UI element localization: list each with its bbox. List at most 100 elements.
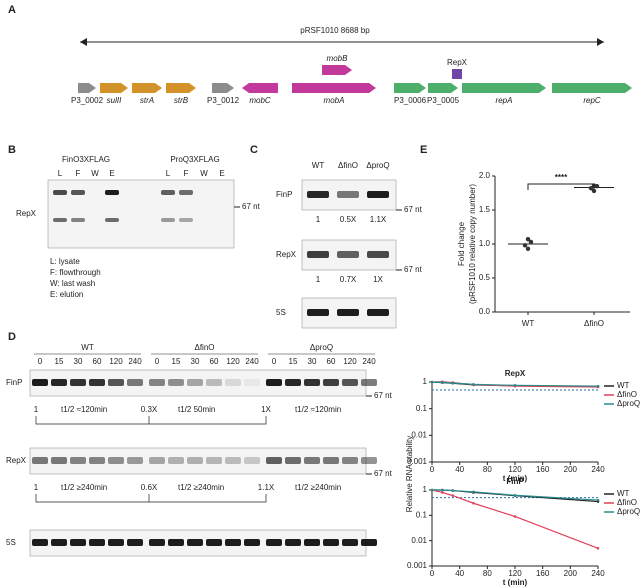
y-tick-label: 0.01 <box>411 430 427 439</box>
time-label: 60 <box>93 357 102 366</box>
gene <box>242 83 278 93</box>
ratio-label: 0.7X <box>340 275 357 284</box>
ratio-label: 1X <box>261 405 271 414</box>
lane-label: L <box>166 169 171 178</box>
data-point <box>513 515 517 518</box>
band <box>105 218 119 222</box>
x-tick-label: 160 <box>536 569 550 578</box>
data-point <box>472 382 475 386</box>
half-life-label: t1/2 ≥240min <box>61 483 107 492</box>
band <box>323 379 339 386</box>
data-point <box>430 488 434 492</box>
band <box>51 457 67 464</box>
probe-label: RepX <box>16 209 37 218</box>
legend-label: ΔfinO <box>617 390 637 399</box>
gene-label: P3_0002 <box>71 96 104 105</box>
legend-label: WT <box>617 489 630 498</box>
ratio-label: 0.5X <box>340 215 357 224</box>
band <box>244 379 260 386</box>
gene-label: mobB <box>327 54 349 63</box>
x-tick-label: 120 <box>508 465 522 474</box>
marker-label: 67 nt <box>404 265 423 274</box>
legend-text: W: last wash <box>50 279 95 288</box>
ratio-label: 1.1X <box>370 215 387 224</box>
time-label: 15 <box>289 357 298 366</box>
time-label: 120 <box>226 357 240 366</box>
band <box>149 539 165 546</box>
series-line <box>431 381 599 387</box>
band <box>342 457 358 464</box>
gene-label: mobC <box>249 96 271 105</box>
legend-label: ΔfinO <box>617 498 637 507</box>
data-point <box>596 498 600 502</box>
band <box>70 379 86 386</box>
data-point <box>441 491 444 494</box>
band <box>225 457 241 464</box>
band <box>70 457 86 464</box>
data-point <box>525 237 531 242</box>
band <box>206 457 222 464</box>
data-point <box>588 186 594 191</box>
ratio-label: 0.6X <box>141 483 158 492</box>
lane-label: E <box>109 169 114 178</box>
band <box>337 191 359 198</box>
gene-label: repC <box>583 96 601 105</box>
band <box>89 457 105 464</box>
panel-label: C <box>250 144 258 156</box>
band <box>367 309 389 316</box>
band <box>266 539 282 546</box>
y-tick-label: 1 <box>423 485 428 494</box>
band <box>187 539 203 546</box>
data-point <box>441 488 444 492</box>
y-tick-label: 1.0 <box>479 239 491 248</box>
band <box>361 379 377 386</box>
band <box>108 457 124 464</box>
probe-label: RepX <box>276 250 297 259</box>
half-life-label: t1/2 50min <box>178 405 215 414</box>
time-label: 240 <box>245 357 259 366</box>
time-label: 0 <box>38 357 43 366</box>
strain-label: WT <box>312 161 325 170</box>
legend-text: E: elution <box>50 290 83 299</box>
band <box>71 218 85 222</box>
plasmid-label: pRSF1010 8688 bp <box>300 26 370 35</box>
y-tick-label: 2.0 <box>479 171 491 180</box>
x-tick-label: 240 <box>591 569 605 578</box>
half-life-label: t1/2 ≈120min <box>295 405 341 414</box>
x-tick-label: WT <box>522 319 535 328</box>
lane-label: F <box>184 169 189 178</box>
gene <box>462 83 546 93</box>
ratio-label: 1 <box>34 483 39 492</box>
band <box>307 191 329 198</box>
group-label: ΔfinO <box>194 343 214 352</box>
time-label: 240 <box>362 357 376 366</box>
legend-text: L: lysate <box>50 257 80 266</box>
band <box>32 379 48 386</box>
band <box>32 539 48 546</box>
gene-label: sulII <box>107 96 122 105</box>
y-tick-label: 0.001 <box>407 561 428 570</box>
series-line <box>431 489 599 549</box>
time-label: 60 <box>210 357 219 366</box>
time-label: 15 <box>55 357 64 366</box>
marker-label: 67 nt <box>242 202 261 211</box>
data-point <box>472 490 475 494</box>
chart-title: RepX <box>505 369 526 378</box>
gene <box>394 83 426 93</box>
group-label: WT <box>81 343 94 352</box>
x-axis-label: t (min) <box>503 474 528 483</box>
band <box>367 191 389 198</box>
gene <box>132 83 162 93</box>
band <box>206 539 222 546</box>
band <box>323 539 339 546</box>
data-point <box>528 239 534 245</box>
band <box>323 457 339 464</box>
half-life-label: t1/2 ≥240min <box>295 483 341 492</box>
band <box>51 539 67 546</box>
band <box>108 539 124 546</box>
x-tick-label: ΔfinO <box>584 319 604 328</box>
y-tick-label: 0.0 <box>479 307 491 316</box>
band <box>161 190 175 195</box>
band <box>108 379 124 386</box>
